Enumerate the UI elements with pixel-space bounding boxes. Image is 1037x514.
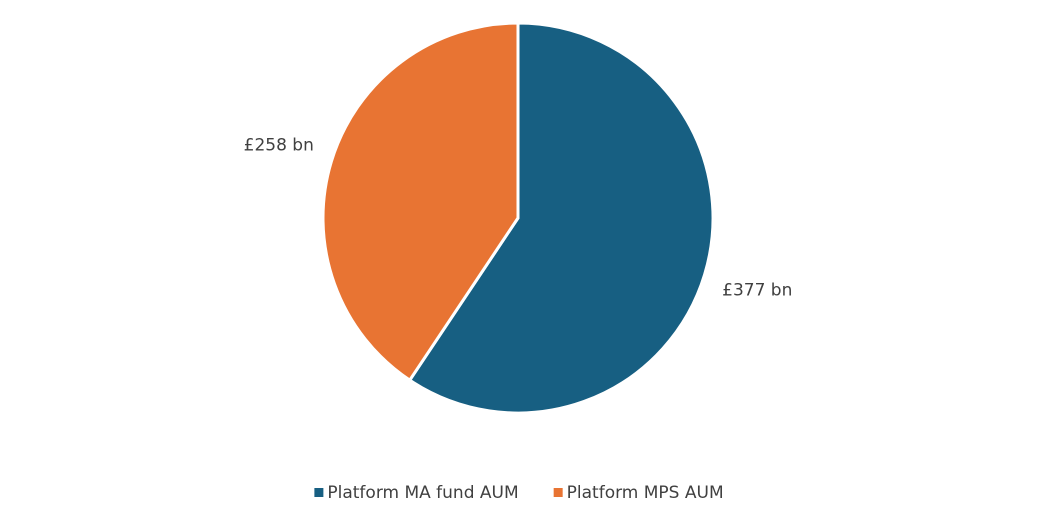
legend: Platform MA fund AUM Platform MPS AUM xyxy=(314,483,724,503)
legend-marker xyxy=(314,488,324,497)
legend-label: Platform MA fund AUM xyxy=(327,483,518,503)
pie-slice xyxy=(321,21,520,383)
data-label: £258 bn xyxy=(244,135,314,155)
data-label: £377 bn xyxy=(722,281,792,301)
legend-label: Platform MPS AUM xyxy=(567,483,724,503)
legend-marker xyxy=(553,488,563,497)
pie-slice xyxy=(407,21,715,415)
